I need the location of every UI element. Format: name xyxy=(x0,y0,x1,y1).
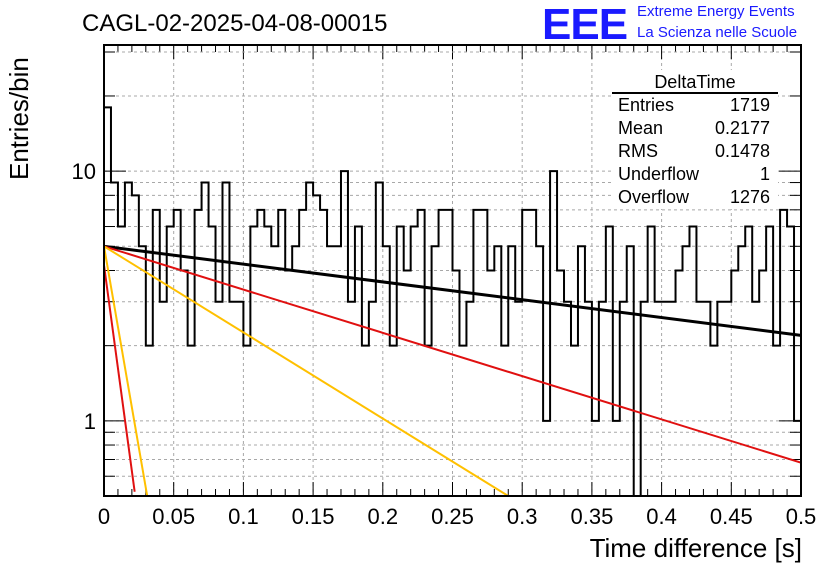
stats-row-mean: Mean 0.2177 xyxy=(612,117,778,140)
x-tick-label: 0.25 xyxy=(431,504,474,529)
fit-line-yellow_slow xyxy=(104,245,509,496)
x-tick-label: 0.1 xyxy=(228,504,259,529)
y-axis-label: Entries/bin xyxy=(4,57,34,180)
stats-row-underflow: Underflow 1 xyxy=(612,163,778,186)
stats-value: 0.1478 xyxy=(714,141,770,161)
x-axis-label: Time difference [s] xyxy=(589,533,802,563)
stats-box: DeltaTime Entries 1719 Mean 0.2177 RMS 0… xyxy=(612,70,778,209)
x-tick-label: 0.35 xyxy=(570,504,613,529)
plot-frame xyxy=(103,44,802,497)
stats-label: Mean xyxy=(618,118,664,138)
stats-label: Overflow xyxy=(618,187,690,207)
stats-title: DeltaTime xyxy=(612,70,778,94)
x-tick-label: 0.2 xyxy=(368,504,399,529)
stats-label: Entries xyxy=(618,95,675,115)
stats-row-rms: RMS 0.1478 xyxy=(612,140,778,163)
eee-logo: EEE xyxy=(542,0,628,49)
fit-line-black xyxy=(104,244,801,337)
stats-row-overflow: Overflow 1276 xyxy=(612,186,778,209)
y-tick-label: 10 xyxy=(72,159,96,184)
logo-tagline-2: La Scienza nelle Scuole xyxy=(637,24,798,41)
x-tick-label: 0.15 xyxy=(292,504,335,529)
x-tick-label: 0.3 xyxy=(507,504,538,529)
fit-line-red_slow xyxy=(104,245,801,464)
x-tick-label: 0.45 xyxy=(710,504,753,529)
stats-row-entries: Entries 1719 xyxy=(612,94,778,117)
stats-value: 1719 xyxy=(729,95,770,115)
fit-line-red_fast xyxy=(104,265,136,492)
logo-tagline-1: Extreme Energy Events xyxy=(637,3,795,20)
stats-label: RMS xyxy=(618,141,658,161)
x-tick-label: 0.5 xyxy=(786,504,817,529)
x-tick-label: 0 xyxy=(98,504,110,529)
stats-label: Underflow xyxy=(618,164,700,184)
histogram-series xyxy=(104,106,801,496)
run-title: CAGL-02-2025-04-08-00015 xyxy=(82,10,388,37)
stats-value: 1 xyxy=(759,164,770,184)
x-tick-label: 0.4 xyxy=(646,504,677,529)
fit-line-yellow_fast xyxy=(104,246,149,496)
x-tick-label: 0.05 xyxy=(152,504,195,529)
stats-value: 0.2177 xyxy=(714,118,770,138)
y-tick-label: 1 xyxy=(84,409,96,434)
stats-value: 1276 xyxy=(729,187,770,207)
